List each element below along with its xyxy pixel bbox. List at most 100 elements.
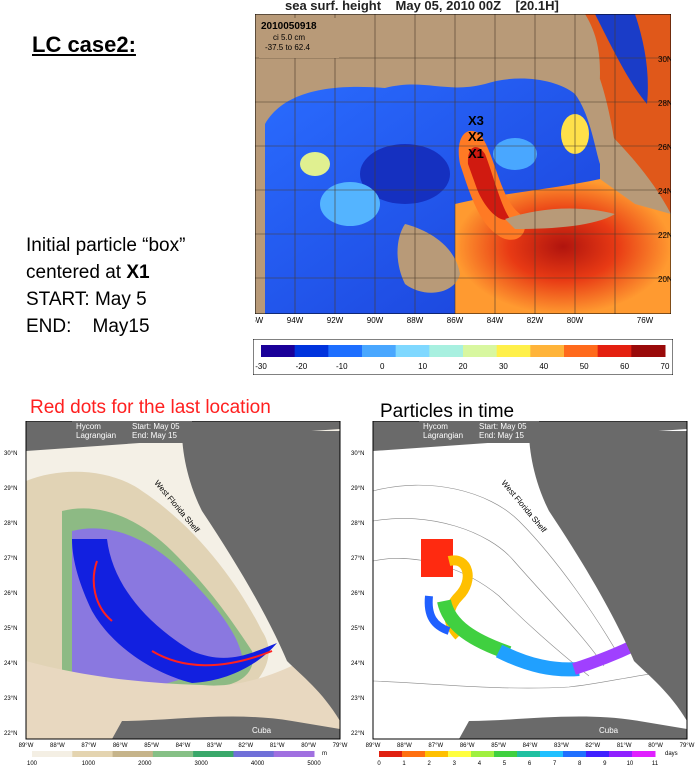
ssh-lon-label: 76W bbox=[637, 316, 654, 325]
left-lon-label: 83°W bbox=[207, 743, 222, 749]
map-right-info-box bbox=[419, 421, 539, 443]
right-lon-label: 79°W bbox=[680, 743, 695, 749]
left-lat-label: 30°N bbox=[4, 451, 17, 457]
right-lat-label: 22°N bbox=[351, 731, 364, 737]
right-lon-label: 84°W bbox=[523, 743, 538, 749]
ssh-colorbar-cell bbox=[429, 345, 464, 357]
ssh-lon-label: 80W bbox=[567, 316, 584, 325]
map-right-model: Hycom bbox=[423, 422, 448, 431]
ssh-colorbar-cell bbox=[530, 345, 565, 357]
desc-line-2-text: centered at bbox=[26, 262, 127, 283]
ssh-lon-axis: 96W 94W 92W 90W 88W 86W 84W 82W 80W 76W bbox=[255, 316, 654, 325]
label-last-location: Red dots for the last location bbox=[30, 397, 271, 418]
right-colorbar-cell bbox=[494, 751, 518, 757]
marker-x3: X3 bbox=[468, 113, 484, 128]
ssh-lat-label: 26N bbox=[658, 143, 671, 152]
ssh-loop-core bbox=[467, 147, 510, 220]
ssh-colorbar-cell bbox=[564, 345, 599, 357]
ssh-colorbar: -30 -20 -10 0 10 20 30 40 50 60 70 bbox=[253, 339, 673, 375]
ssh-colorbar-tick: 10 bbox=[418, 362, 427, 371]
ssh-ci: ci 5.0 cm bbox=[273, 33, 305, 42]
ssh-colorbar-cell bbox=[631, 345, 666, 357]
ssh-colorbar-tick: -10 bbox=[336, 362, 348, 371]
right-colorbar-cell bbox=[563, 751, 587, 757]
ssh-lon-label: 86W bbox=[447, 316, 464, 325]
right-lon-label: 86°W bbox=[460, 743, 475, 749]
ssh-lon-label: 92W bbox=[327, 316, 344, 325]
desc-line-2-marker: X1 bbox=[126, 262, 150, 283]
ssh-lat-label: 24N bbox=[658, 187, 671, 196]
ssh-lon-label: 94W bbox=[287, 316, 304, 325]
left-colorbar-tick: 4000 bbox=[251, 761, 265, 767]
ssh-colorbar-cell bbox=[463, 345, 498, 357]
ssh-colorbar-ticks: -30 -20 -10 0 10 20 30 40 50 60 70 bbox=[255, 362, 670, 371]
ssh-lat-label: 22N bbox=[658, 231, 671, 240]
right-lon-label: 81°W bbox=[617, 743, 632, 749]
left-colorbar-cell bbox=[273, 751, 315, 757]
map-left-colorbar-unit: m bbox=[322, 751, 327, 757]
map-right-lat-axis: 30°N 29°N 28°N 27°N 26°N 25°N 24°N 23°N 22°N bbox=[351, 451, 364, 737]
ssh-colorbar-cell bbox=[294, 345, 329, 357]
ssh-colorbar-cell bbox=[597, 345, 632, 357]
ssh-colorbar-tick: 70 bbox=[661, 362, 670, 371]
ssh-yucatan bbox=[397, 224, 460, 293]
ssh-lon-label: 84W bbox=[487, 316, 504, 325]
right-lon-label: 89°W bbox=[366, 743, 381, 749]
marker-x1: X1 bbox=[468, 146, 484, 161]
left-lon-label: 80°W bbox=[301, 743, 316, 749]
right-colorbar-tick: 3 bbox=[453, 761, 457, 767]
ssh-grid bbox=[255, 14, 671, 314]
map-left-lat-axis: 30°N 29°N 28°N 27°N 26°N 25°N 24°N 23°N 22°N bbox=[4, 451, 17, 737]
right-colorbar-tick: 11 bbox=[652, 761, 659, 767]
right-colorbar-cell bbox=[609, 751, 633, 757]
desc-line-4: END: May15 bbox=[26, 316, 150, 337]
right-colorbar-tick: 6 bbox=[528, 761, 532, 767]
ssh-colorbar-tick: 50 bbox=[580, 362, 589, 371]
ssh-colorbar-tick: 40 bbox=[539, 362, 548, 371]
right-lat-label: 30°N bbox=[351, 451, 364, 457]
map-left-colorbar bbox=[32, 751, 315, 757]
map-right-mode: Lagrangian bbox=[423, 431, 463, 440]
left-lat-label: 27°N bbox=[4, 556, 17, 562]
map-right-florida bbox=[529, 431, 687, 721]
map-right-colorbar bbox=[379, 751, 656, 757]
right-colorbar-tick: 2 bbox=[428, 761, 432, 767]
ssh-eddy-2 bbox=[320, 182, 380, 226]
map-right-plume-branch bbox=[424, 595, 451, 635]
case-title: LC case2: bbox=[32, 32, 136, 57]
left-lon-label: 79°W bbox=[333, 743, 348, 749]
left-colorbar-tick: 1000 bbox=[82, 761, 96, 767]
ssh-eddy-4 bbox=[493, 138, 537, 170]
left-lon-label: 86°W bbox=[113, 743, 128, 749]
right-colorbar-tick: 8 bbox=[578, 761, 582, 767]
right-lat-label: 28°N bbox=[351, 521, 364, 527]
left-colorbar-cell bbox=[112, 751, 154, 757]
map-right-initial-box bbox=[421, 539, 453, 577]
desc-line-2: centered at X1 bbox=[26, 259, 185, 286]
left-lon-label: 89°W bbox=[19, 743, 34, 749]
ssh-lat-label: 28N bbox=[658, 99, 671, 108]
ssh-colorbar-tick: 30 bbox=[499, 362, 508, 371]
ssh-range: -37.5 to 62.4 bbox=[265, 43, 310, 52]
case-description: Initial particle “box” centered at X1 ST… bbox=[26, 232, 185, 340]
map-left-start: Start: May 05 bbox=[132, 422, 180, 431]
map-left-frame bbox=[25, 421, 341, 740]
left-colorbar-tick: 5000 bbox=[307, 761, 321, 767]
ssh-colorbar-cell bbox=[362, 345, 397, 357]
right-colorbar-cell bbox=[379, 751, 403, 757]
map-left-particles bbox=[72, 539, 277, 683]
right-colorbar-cell bbox=[586, 751, 610, 757]
ssh-colorbar-tick: 20 bbox=[459, 362, 468, 371]
left-lon-label: 85°W bbox=[144, 743, 159, 749]
ssh-atlantic-warm bbox=[585, 14, 671, 214]
desc-line-1: Initial particle “box” bbox=[26, 235, 186, 256]
ssh-colorbar-cell bbox=[328, 345, 363, 357]
right-lat-label: 26°N bbox=[351, 591, 364, 597]
ssh-lon-label: 96W bbox=[255, 316, 264, 325]
left-lat-label: 23°N bbox=[4, 696, 17, 702]
left-lon-label: 87°W bbox=[81, 743, 96, 749]
left-lon-label: 84°W bbox=[176, 743, 191, 749]
right-lon-label: 82°W bbox=[585, 743, 600, 749]
map-left-colorbar-ticks: 100 1000 2000 3000 4000 5000 bbox=[27, 761, 321, 767]
right-lon-label: 87°W bbox=[428, 743, 443, 749]
